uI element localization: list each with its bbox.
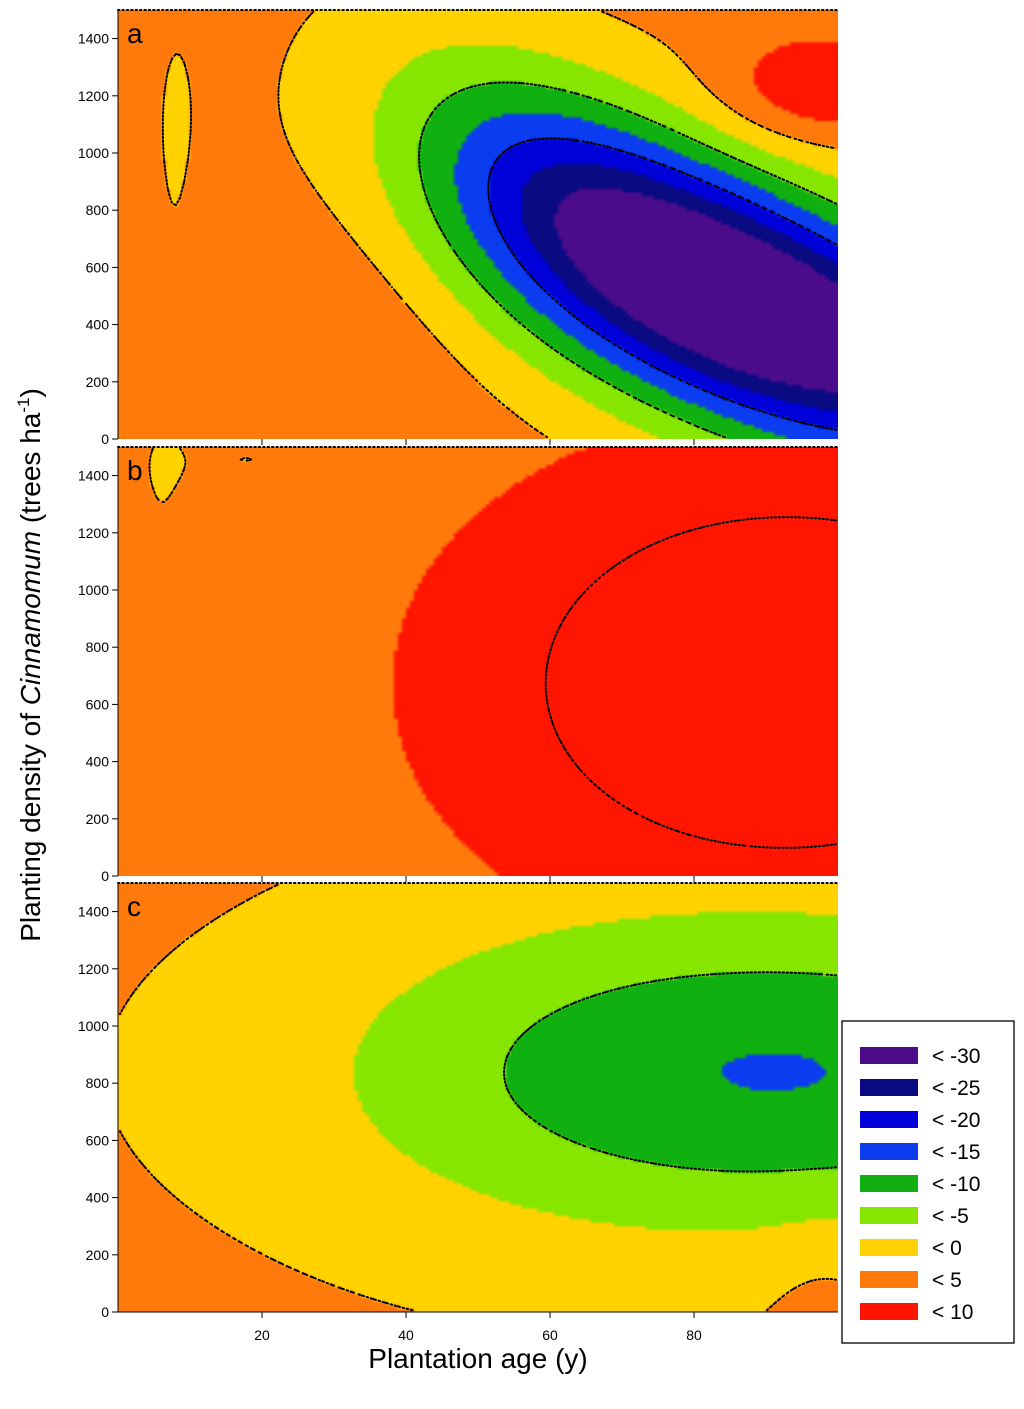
legend-label: < 0 [932,1237,962,1260]
legend-swatch [860,1271,918,1288]
legend-label: < -15 [932,1141,980,1164]
panel-c-y-tick-label: 800 [86,1075,110,1091]
panel-b-contour-10 [544,516,837,849]
panel-c-y-tick-label: 600 [86,1132,110,1148]
panel-a: 0 200 400 600 800 1000 1200 1400 a [78,9,839,447]
panel-b-contour-0 [148,447,253,503]
panel-c: 0 200 400 600 800 1000 1200 1400 20 40 60 80 c [78,882,839,1343]
panel-c-contour--10 [503,971,837,1173]
panel-a-y-tick-label: 1000 [78,145,109,161]
x-tick-label: 60 [542,1327,558,1343]
legend-swatch [860,1207,918,1224]
panel-label-c: c [127,891,141,922]
legend-label: < -30 [932,1045,980,1068]
legend-swatch [860,1047,918,1064]
y-axis-title-superscript: -1 [14,398,33,413]
panel-c-y-tick-label: 0 [101,1304,109,1320]
panel-a-y-tick-label: 600 [86,259,110,275]
panel-c-y-tick-label: 200 [86,1247,110,1263]
panel-a-y-tick-label: 1200 [78,88,109,104]
x-tick-label: 20 [254,1327,270,1343]
panel-b-y-tick-label: 200 [86,811,110,827]
y-axis-title-prefix: Planting density of [15,705,46,942]
legend-swatch [860,1303,918,1320]
legend: < -30 < -25 < -20 < -15 < -10 < -5 < 0 < 5 < 10 [841,1020,1015,1344]
panel-a-contour--10 [418,81,837,439]
y-axis-title-close: ) [15,388,46,397]
legend-label: < -25 [932,1077,980,1100]
legend-swatch [860,1143,918,1160]
panel-b-y-tick-label: 0 [101,868,109,884]
panel-a-heatmap [118,10,838,439]
x-axis-title: Plantation age (y) [368,1343,587,1374]
panel-label-b: b [127,455,143,486]
panel-b-y-tick-label: 1400 [78,468,109,484]
panel-a-contour--20 [487,137,837,431]
legend-label: < -5 [932,1205,969,1228]
panel-a-y-tick-label: 400 [86,317,110,333]
legend-label: < -10 [932,1173,980,1196]
x-tick-label: 40 [398,1327,414,1343]
legend-swatch [860,1111,918,1128]
panel-label-a: a [127,18,143,49]
panel-b-y-tick-label: 400 [86,754,110,770]
legend-swatch [860,1175,918,1192]
panel-b-y-tick-label: 1000 [78,582,109,598]
x-tick-label: 80 [686,1327,702,1343]
y-axis-title: Planting density of Cinnamomum (trees ha… [14,388,46,942]
panel-a-y-tick-label: 200 [86,374,110,390]
panel-c-y-tick-label: 1200 [78,961,109,977]
y-axis-title-italic: Cinnamomum [15,531,46,705]
legend-label: < 5 [932,1269,962,1292]
panel-a-y-tick-label: 1400 [78,31,109,47]
panel-a-y-tick-label: 0 [101,431,109,447]
legend-label: < -20 [932,1109,980,1132]
panel-c-contour-0 [119,883,837,1312]
panel-b: 0 200 400 600 800 1000 1200 1400 b [78,446,839,884]
panel-b-y-tick-label: 800 [86,639,110,655]
panel-b-y-tick-label: 1200 [78,525,109,541]
panel-a-y-tick-label: 800 [86,202,110,218]
panel-c-y-tick-label: 1000 [78,1018,109,1034]
panel-a-contour-0 [161,10,837,439]
panel-b-heatmap [118,447,838,876]
panel-c-y-tick-label: 1400 [78,904,109,920]
panel-c-heatmap [118,883,838,1312]
legend-label: < 10 [932,1301,973,1324]
y-axis-title-suffix: (trees ha [15,412,46,531]
panel-c-y-tick-label: 400 [86,1190,110,1206]
panel-b-y-tick-label: 600 [86,696,110,712]
legend-swatch [860,1239,918,1256]
legend-swatch [860,1079,918,1096]
